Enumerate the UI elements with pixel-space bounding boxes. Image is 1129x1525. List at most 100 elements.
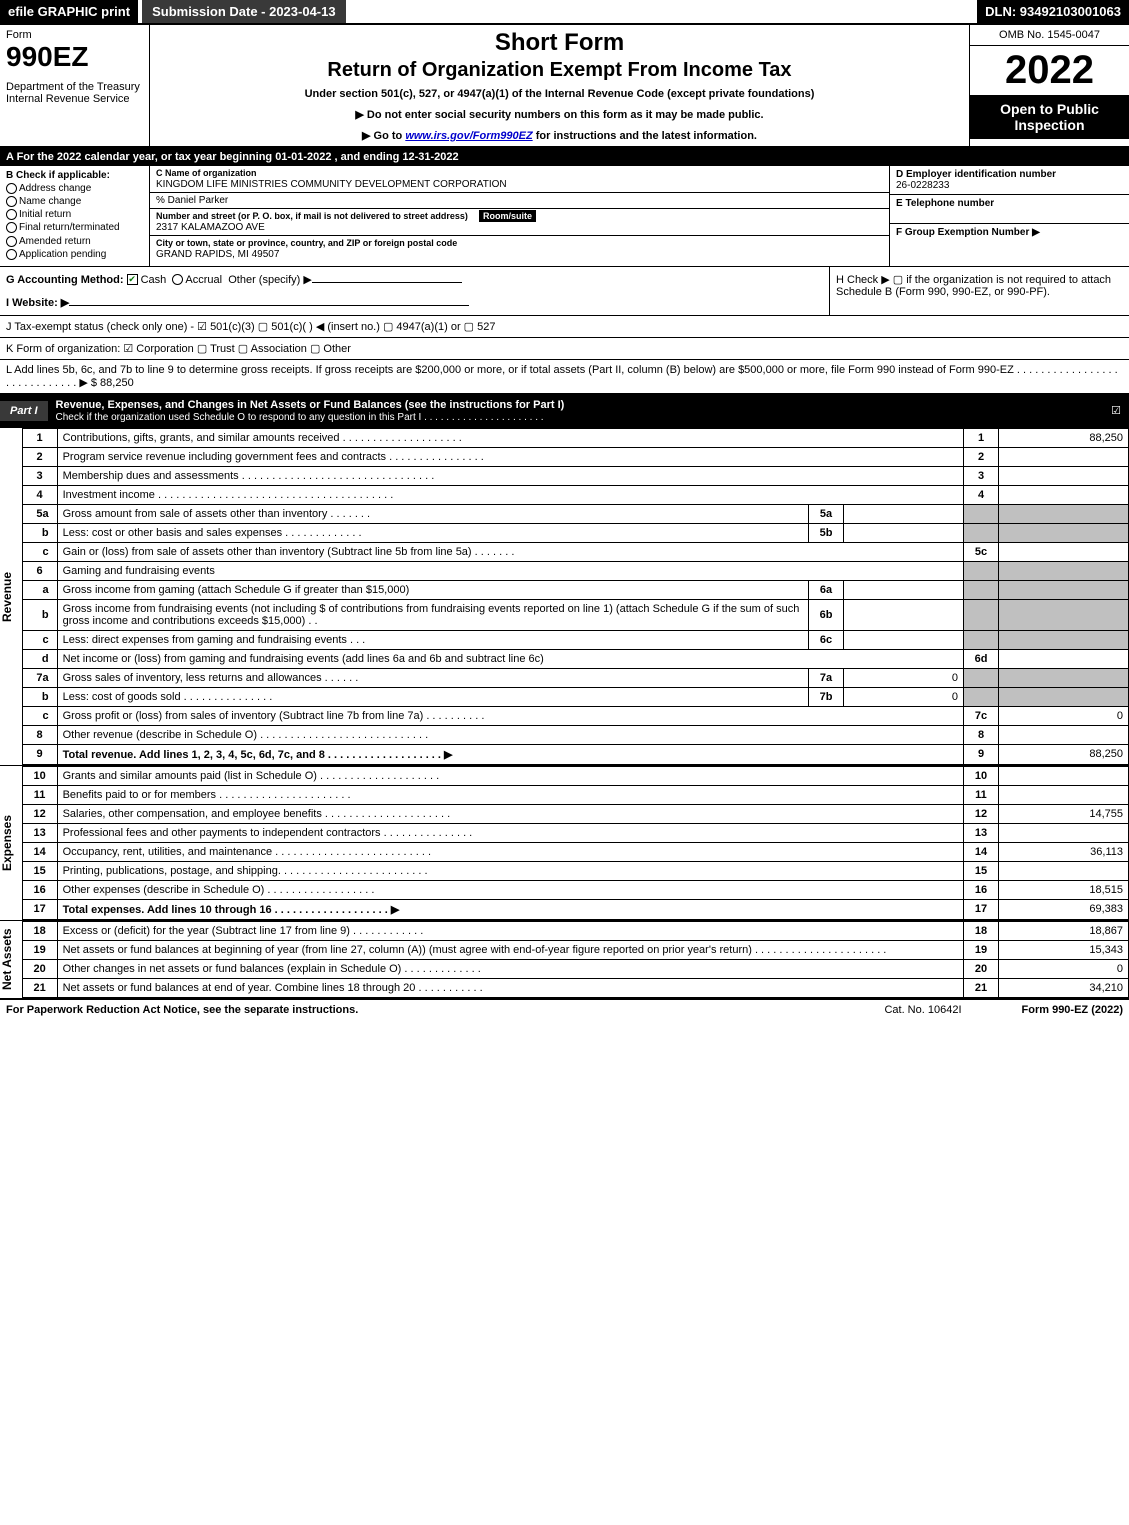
chk-address-change[interactable]: Address change <box>6 183 143 194</box>
submission-date: Submission Date - 2023-04-13 <box>142 0 346 23</box>
line-14: 14Occupancy, rent, utilities, and mainte… <box>22 842 1128 861</box>
line-3: 3Membership dues and assessments . . . .… <box>22 466 1128 485</box>
line-7c: cGross profit or (loss) from sales of in… <box>22 706 1128 725</box>
row-gh: G Accounting Method: Cash Accrual Other … <box>0 267 1129 316</box>
line-4: 4Investment income . . . . . . . . . . .… <box>22 485 1128 504</box>
line-19: 19Net assets or fund balances at beginni… <box>22 940 1128 959</box>
l-line: L Add lines 5b, 6c, and 7b to line 9 to … <box>0 360 1129 395</box>
tax-year: 2022 <box>970 46 1129 95</box>
line-7b: bLess: cost of goods sold . . . . . . . … <box>22 687 1128 706</box>
line-6a: aGross income from gaming (attach Schedu… <box>22 580 1128 599</box>
chk-cash[interactable] <box>127 274 138 285</box>
open-inspection: Open to Public Inspection <box>970 95 1129 139</box>
netassets-table: 18Excess or (deficit) for the year (Subt… <box>22 921 1129 998</box>
line-12: 12Salaries, other compensation, and empl… <box>22 804 1128 823</box>
line-5c: cGain or (loss) from sale of assets othe… <box>22 542 1128 561</box>
section-h: H Check ▶ ▢ if the organization is not r… <box>829 267 1129 315</box>
line-11: 11Benefits paid to or for members . . . … <box>22 785 1128 804</box>
b-title: B Check if applicable: <box>6 170 143 181</box>
form-footer-num: Form 990-EZ (2022) <box>1022 1004 1123 1016</box>
line-10: 10Grants and similar amounts paid (list … <box>22 766 1128 785</box>
irs-link[interactable]: www.irs.gov/Form990EZ <box>405 130 532 142</box>
line-9: 9Total revenue. Add lines 1, 2, 3, 4, 5c… <box>22 744 1128 764</box>
form-header: Form 990EZ Department of the Treasury In… <box>0 25 1129 148</box>
k-line: K Form of organization: ☑ Corporation ▢ … <box>0 338 1129 360</box>
expenses-section: Expenses 10Grants and similar amounts pa… <box>0 765 1129 920</box>
line-15: 15Printing, publications, postage, and s… <box>22 861 1128 880</box>
section-c: C Name of organization KINGDOM LIFE MINI… <box>150 166 889 266</box>
group-label: F Group Exemption Number ▶ <box>896 227 1040 238</box>
header-right: OMB No. 1545-0047 2022 Open to Public In… <box>969 25 1129 146</box>
header-mid: Short Form Return of Organization Exempt… <box>150 25 969 146</box>
omb-number: OMB No. 1545-0047 <box>970 25 1129 46</box>
header-left: Form 990EZ Department of the Treasury In… <box>0 25 150 146</box>
netassets-section: Net Assets 18Excess or (deficit) for the… <box>0 920 1129 998</box>
ein: 26-0228233 <box>896 180 949 191</box>
row-bcdef: B Check if applicable: Address change Na… <box>0 166 1129 267</box>
top-bar: efile GRAPHIC print Submission Date - 20… <box>0 0 1129 25</box>
chk-initial-return[interactable]: Initial return <box>6 209 143 220</box>
line-2: 2Program service revenue including gover… <box>22 447 1128 466</box>
room-label: Room/suite <box>479 210 536 222</box>
section-b: B Check if applicable: Address change Na… <box>0 166 150 266</box>
revenue-label: Revenue <box>0 428 22 765</box>
line-6c: cLess: direct expenses from gaming and f… <box>22 630 1128 649</box>
expenses-label: Expenses <box>0 766 22 920</box>
expenses-table: 10Grants and similar amounts paid (list … <box>22 766 1129 920</box>
line-6d: dNet income or (loss) from gaming and fu… <box>22 649 1128 668</box>
part1-tab: Part I <box>0 401 48 421</box>
chk-application-pending[interactable]: Application pending <box>6 249 143 260</box>
dln: DLN: 93492103001063 <box>977 0 1129 23</box>
department: Department of the Treasury Internal Reve… <box>6 81 143 105</box>
revenue-table: 1Contributions, gifts, grants, and simil… <box>22 428 1129 765</box>
efile-label: efile GRAPHIC print <box>0 0 138 23</box>
form-word: Form <box>6 29 143 41</box>
line-16: 16Other expenses (describe in Schedule O… <box>22 880 1128 899</box>
section-def: D Employer identification number 26-0228… <box>889 166 1129 266</box>
section-g-i: G Accounting Method: Cash Accrual Other … <box>0 267 829 315</box>
return-title: Return of Organization Exempt From Incom… <box>156 59 963 82</box>
footer: For Paperwork Reduction Act Notice, see … <box>0 998 1129 1020</box>
part1-header: Part I Revenue, Expenses, and Changes in… <box>0 395 1129 427</box>
section-a: A For the 2022 calendar year, or tax yea… <box>0 148 1129 166</box>
g-line: G Accounting Method: Cash Accrual Other … <box>6 273 823 286</box>
line-5a: 5aGross amount from sale of assets other… <box>22 504 1128 523</box>
chk-accrual[interactable] <box>172 274 183 285</box>
line-17: 17Total expenses. Add lines 10 through 1… <box>22 899 1128 919</box>
line-7a: 7aGross sales of inventory, less returns… <box>22 668 1128 687</box>
org-name: KINGDOM LIFE MINISTRIES COMMUNITY DEVELO… <box>156 179 507 190</box>
ssn-note: ▶ Do not enter social security numbers o… <box>156 108 963 121</box>
city-label: City or town, state or province, country… <box>156 238 457 248</box>
city: GRAND RAPIDS, MI 49507 <box>156 249 279 260</box>
line-8: 8Other revenue (describe in Schedule O) … <box>22 725 1128 744</box>
under-section: Under section 501(c), 527, or 4947(a)(1)… <box>156 88 963 100</box>
line-6: 6Gaming and fundraising events <box>22 561 1128 580</box>
short-form-title: Short Form <box>156 29 963 57</box>
tel-label: E Telephone number <box>896 198 994 209</box>
chk-name-change[interactable]: Name change <box>6 196 143 207</box>
ein-label: D Employer identification number <box>896 169 1056 180</box>
c-name-label: C Name of organization <box>156 168 257 178</box>
street-label: Number and street (or P. O. box, if mail… <box>156 211 468 221</box>
i-line: I Website: ▶ <box>6 296 823 309</box>
chk-final-return[interactable]: Final return/terminated <box>6 222 143 233</box>
line-5b: bLess: cost or other basis and sales exp… <box>22 523 1128 542</box>
care-of: % Daniel Parker <box>156 195 228 206</box>
form-number: 990EZ <box>6 41 143 73</box>
line-18: 18Excess or (deficit) for the year (Subt… <box>22 921 1128 940</box>
part1-title: Revenue, Expenses, and Changes in Net As… <box>48 395 1104 427</box>
part1-check[interactable]: ☑ <box>1103 400 1129 421</box>
goto-note: ▶ Go to www.irs.gov/Form990EZ for instru… <box>156 129 963 142</box>
revenue-section: Revenue 1Contributions, gifts, grants, a… <box>0 427 1129 765</box>
line-20: 20Other changes in net assets or fund ba… <box>22 959 1128 978</box>
netassets-label: Net Assets <box>0 921 22 998</box>
street: 2317 KALAMAZOO AVE <box>156 222 265 233</box>
line-1: 1Contributions, gifts, grants, and simil… <box>22 428 1128 447</box>
line-6b: bGross income from fundraising events (n… <box>22 599 1128 630</box>
j-line: J Tax-exempt status (check only one) - ☑… <box>0 316 1129 338</box>
paperwork-notice: For Paperwork Reduction Act Notice, see … <box>6 1004 884 1016</box>
line-13: 13Professional fees and other payments t… <box>22 823 1128 842</box>
cat-no: Cat. No. 10642I <box>884 1004 961 1016</box>
chk-amended-return[interactable]: Amended return <box>6 236 143 247</box>
line-21: 21Net assets or fund balances at end of … <box>22 978 1128 997</box>
